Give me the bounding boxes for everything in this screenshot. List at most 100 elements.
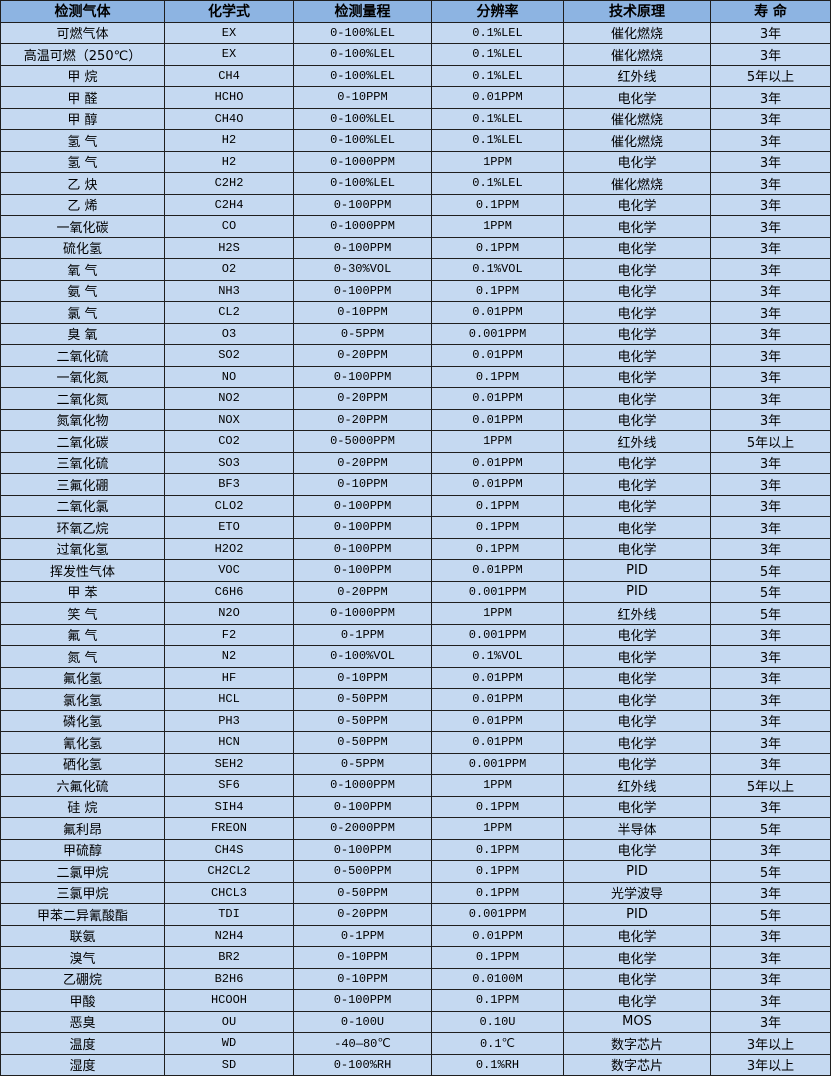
gas-cell: 硫化氢 <box>0 236 165 259</box>
formula-cell: NOX <box>164 408 294 431</box>
gas-cell: 挥发性气体 <box>0 559 165 582</box>
table-row: 硅 烷 SIH4 0-100PPM 0.1PPM 电化学 3年 <box>0 795 831 818</box>
gas-cell: 氰化氢 <box>0 731 165 754</box>
principle-cell: 电化学 <box>563 494 711 517</box>
gas-cell: 氟化氢 <box>0 666 165 689</box>
formula-cell: BR2 <box>164 946 294 969</box>
table-row: 氮氧化物 NOX 0-20PPM 0.01PPM 电化学 3年 <box>0 408 831 431</box>
formula-cell: H2O2 <box>164 537 294 560</box>
lifespan-cell: 3年 <box>710 193 831 216</box>
range-cell: 0-20PPM <box>293 344 432 367</box>
range-cell: 0-1PPM <box>293 924 432 947</box>
resolution-cell: 0.001PPM <box>431 903 564 926</box>
formula-cell: CH4O <box>164 107 294 130</box>
range-cell: 0-10PPM <box>293 946 432 969</box>
table-row: 氟利昂 FREON 0-2000PPM 1PPM 半导体 5年 <box>0 817 831 840</box>
resolution-cell: 1PPM <box>431 215 564 238</box>
gas-cell: 氧 气 <box>0 258 165 281</box>
formula-cell: SEH2 <box>164 752 294 775</box>
lifespan-cell: 3年 <box>710 86 831 109</box>
resolution-cell: 0.1PPM <box>431 537 564 560</box>
resolution-cell: 0.01PPM <box>431 709 564 732</box>
table-row: 环氧乙烷 ETO 0-100PPM 0.1PPM 电化学 3年 <box>0 516 831 539</box>
principle-cell: 电化学 <box>563 150 711 173</box>
range-cell: 0-1PPM <box>293 623 432 646</box>
principle-cell: 电化学 <box>563 838 711 861</box>
resolution-cell: 0.1℃ <box>431 1032 564 1055</box>
resolution-cell: 0.01PPM <box>431 387 564 410</box>
principle-cell: 光学波导 <box>563 881 711 904</box>
principle-cell: 电化学 <box>563 387 711 410</box>
resolution-cell: 0.1PPM <box>431 946 564 969</box>
resolution-cell: 0.1%LEL <box>431 129 564 152</box>
gas-cell: 可燃气体 <box>0 21 165 44</box>
range-cell: 0-100%LEL <box>293 43 432 66</box>
gas-cell: 乙 炔 <box>0 172 165 195</box>
gas-cell: 氟 气 <box>0 623 165 646</box>
table-row: 一氧化碳 CO 0-1000PPM 1PPM 电化学 3年 <box>0 215 831 238</box>
lifespan-cell: 3年 <box>710 129 831 152</box>
resolution-cell: 0.01PPM <box>431 408 564 431</box>
range-cell: 0-100PPM <box>293 365 432 388</box>
resolution-cell: 0.1PPM <box>431 860 564 883</box>
gas-cell: 三氟化硼 <box>0 473 165 496</box>
range-cell: 0-100PPM <box>293 494 432 517</box>
formula-cell: WD <box>164 1032 294 1055</box>
table-row: 甲酸 HCOOH 0-100PPM 0.1PPM 电化学 3年 <box>0 989 831 1012</box>
range-cell: 0-5PPM <box>293 752 432 775</box>
table-row: 三氟化硼 BF3 0-10PPM 0.01PPM 电化学 3年 <box>0 473 831 496</box>
formula-cell: H2 <box>164 129 294 152</box>
range-cell: 0-20PPM <box>293 387 432 410</box>
lifespan-cell: 3年 <box>710 795 831 818</box>
resolution-cell: 0.1PPM <box>431 279 564 302</box>
formula-cell: CHCL3 <box>164 881 294 904</box>
resolution-cell: 0.001PPM <box>431 322 564 345</box>
lifespan-cell: 3年 <box>710 301 831 324</box>
table-row: 硫化氢 H2S 0-100PPM 0.1PPM 电化学 3年 <box>0 236 831 259</box>
formula-cell: HCL <box>164 688 294 711</box>
principle-cell: 电化学 <box>563 795 711 818</box>
table-row: 氨 气 NH3 0-100PPM 0.1PPM 电化学 3年 <box>0 279 831 302</box>
range-cell: 0-100PPM <box>293 537 432 560</box>
lifespan-cell: 3年 <box>710 666 831 689</box>
formula-cell: NH3 <box>164 279 294 302</box>
principle-cell: 电化学 <box>563 236 711 259</box>
formula-cell: OU <box>164 1010 294 1033</box>
range-cell: 0-100%LEL <box>293 172 432 195</box>
formula-cell: SO2 <box>164 344 294 367</box>
table-row: 乙硼烷 B2H6 0-10PPM 0.0100M 电化学 3年 <box>0 967 831 990</box>
table-row: 氯 气 CL2 0-10PPM 0.01PPM 电化学 3年 <box>0 301 831 324</box>
header-gas: 检测气体 <box>0 0 165 23</box>
range-cell: 0-50PPM <box>293 881 432 904</box>
lifespan-cell: 3年 <box>710 473 831 496</box>
table-row: 二氧化硫 SO2 0-20PPM 0.01PPM 电化学 3年 <box>0 344 831 367</box>
gas-cell: 二氧化硫 <box>0 344 165 367</box>
lifespan-cell: 3年 <box>710 107 831 130</box>
formula-cell: CL2 <box>164 301 294 324</box>
principle-cell: 催化燃烧 <box>563 43 711 66</box>
table-row: 笑 气 N2O 0-1000PPM 1PPM 红外线 5年 <box>0 602 831 625</box>
gas-cell: 二氧化氯 <box>0 494 165 517</box>
gas-cell: 甲 苯 <box>0 580 165 603</box>
lifespan-cell: 3年 <box>710 408 831 431</box>
table-row: 二氧化氮 NO2 0-20PPM 0.01PPM 电化学 3年 <box>0 387 831 410</box>
formula-cell: SF6 <box>164 774 294 797</box>
formula-cell: CH4S <box>164 838 294 861</box>
range-cell: 0-100PPM <box>293 559 432 582</box>
principle-cell: 红外线 <box>563 64 711 87</box>
range-cell: 0-20PPM <box>293 580 432 603</box>
range-cell: 0-100PPM <box>293 236 432 259</box>
range-cell: 0-10PPM <box>293 666 432 689</box>
lifespan-cell: 3年 <box>710 258 831 281</box>
resolution-cell: 1PPM <box>431 430 564 453</box>
lifespan-cell: 3年 <box>710 387 831 410</box>
principle-cell: 电化学 <box>563 473 711 496</box>
range-cell: 0-30%VOL <box>293 258 432 281</box>
gas-cell: 氮氧化物 <box>0 408 165 431</box>
resolution-cell: 0.01PPM <box>431 86 564 109</box>
formula-cell: TDI <box>164 903 294 926</box>
gas-cell: 氢 气 <box>0 129 165 152</box>
range-cell: 0-20PPM <box>293 408 432 431</box>
lifespan-cell: 3年 <box>710 365 831 388</box>
